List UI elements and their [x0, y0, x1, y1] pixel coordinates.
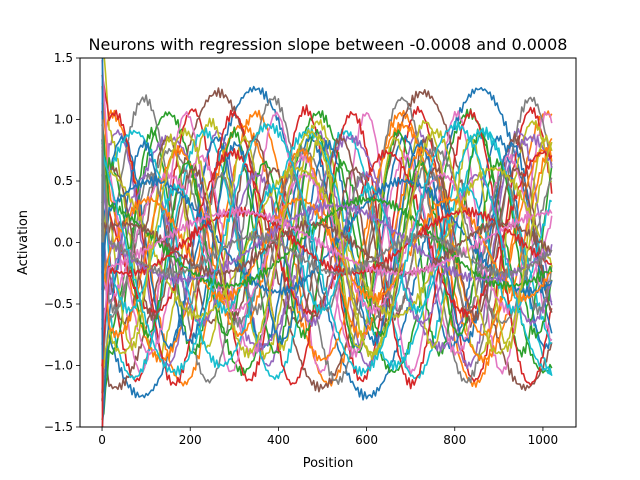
series-line: [101, 139, 553, 315]
series-line: [101, 165, 553, 322]
y-axis-label: Activation: [16, 210, 31, 275]
y-tick-label: 1.5: [54, 51, 73, 65]
y-tick-label: 1.0: [54, 113, 73, 127]
x-tick-label: 200: [179, 433, 202, 447]
series-line: [101, 86, 553, 364]
x-tick-label: 400: [267, 433, 290, 447]
x-tick-label: 0: [98, 433, 106, 447]
x-axis-label: Position: [303, 456, 354, 471]
series-line: [101, 219, 553, 278]
series-line: [101, 119, 105, 243]
x-tick-label: 1000: [528, 433, 559, 447]
series-line: [101, 242, 105, 360]
y-tick-label: −0.5: [44, 297, 73, 311]
x-axis: 0 200 400 600 800 1000: [98, 427, 558, 447]
series-line: [101, 124, 553, 290]
series-line: [101, 127, 553, 369]
chart-title: Neurons with regression slope between -0…: [89, 35, 568, 54]
series-line: [101, 206, 552, 367]
series-line: [101, 127, 553, 371]
series-line: [101, 138, 553, 279]
series-line: [101, 133, 553, 353]
series-line: [101, 169, 553, 316]
series-line: [101, 206, 553, 345]
y-tick-label: 0.5: [54, 174, 73, 188]
series-layer: [101, 58, 553, 427]
x-tick-label: 800: [443, 433, 466, 447]
series-line: [101, 128, 553, 370]
x-tick-label: 600: [355, 433, 378, 447]
y-tick-label: −1.0: [44, 359, 73, 373]
series-line: [101, 165, 553, 320]
y-axis: −1.5 −1.0 −0.5 0.0 0.5 1.0 1.5: [44, 51, 80, 434]
series-line: [101, 175, 553, 298]
y-tick-label: 0.0: [54, 236, 73, 250]
series-line: [101, 120, 553, 377]
y-tick-label: −1.5: [44, 420, 73, 434]
series-line: [101, 174, 553, 285]
series-line: [101, 195, 553, 303]
